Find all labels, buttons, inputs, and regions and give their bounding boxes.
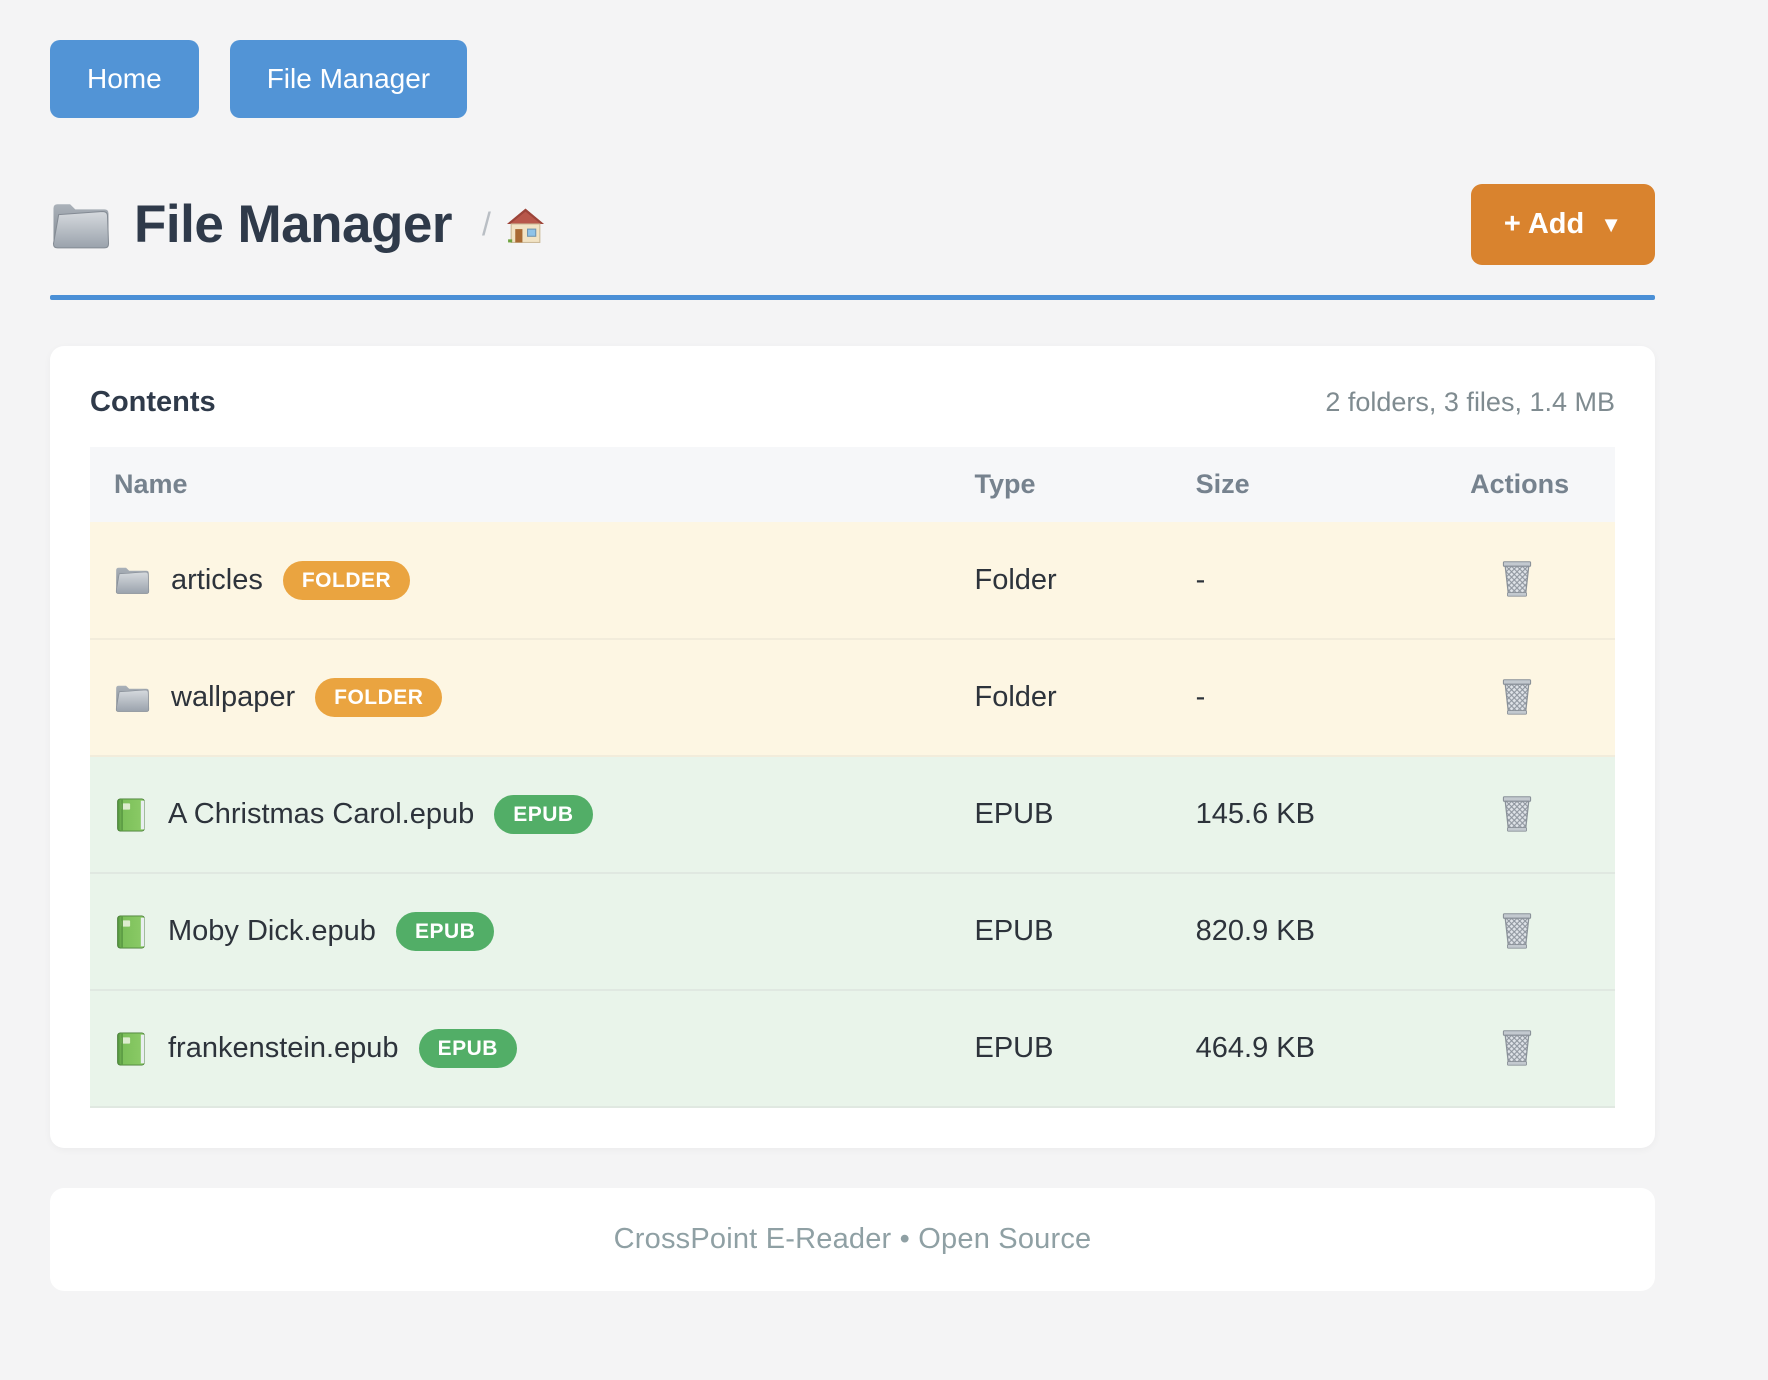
- file-type: Folder: [974, 681, 1057, 713]
- page: Home File Manager File Manager / + Add ▼…: [50, 0, 1655, 1291]
- home-button[interactable]: Home: [50, 40, 199, 118]
- file-name: wallpaper: [171, 681, 296, 713]
- contents-card: Contents 2 folders, 3 files, 1.4 MB Name…: [50, 346, 1655, 1148]
- trash-icon: [1498, 793, 1536, 834]
- trash-icon: [1498, 676, 1536, 717]
- table-row[interactable]: A Christmas Carol.epub EPUB EPUB 145.6 K…: [90, 756, 1615, 873]
- delete-button[interactable]: [1498, 793, 1536, 837]
- footer: CrossPoint E-Reader • Open Source: [50, 1188, 1655, 1291]
- title-divider: [50, 295, 1655, 300]
- file-manager-button[interactable]: File Manager: [229, 40, 468, 118]
- type-badge: FOLDER: [282, 560, 411, 600]
- column-header-type: Type: [974, 447, 1196, 522]
- column-header-size: Size: [1195, 447, 1471, 522]
- table-header-row: Name Type Size Actions: [90, 447, 1615, 522]
- type-badge: EPUB: [395, 912, 495, 951]
- page-title: File Manager: [134, 195, 452, 254]
- file-table: Name Type Size Actions articles FOLDER F…: [90, 447, 1615, 1108]
- add-button-label: + Add: [1503, 208, 1585, 240]
- book-icon: [114, 913, 148, 951]
- table-row[interactable]: frankenstein.epub EPUB EPUB 464.9 KB: [90, 990, 1615, 1107]
- delete-button[interactable]: [1498, 910, 1536, 954]
- book-icon: [114, 1030, 148, 1068]
- type-badge: EPUB: [418, 1029, 517, 1068]
- column-header-name: Name: [90, 447, 975, 522]
- file-type: EPUB: [974, 798, 1054, 830]
- type-badge: EPUB: [494, 795, 593, 834]
- page-header: File Manager / + Add ▼: [50, 184, 1655, 265]
- trash-icon: [1498, 910, 1536, 951]
- delete-button[interactable]: [1498, 676, 1536, 720]
- contents-summary: 2 folders, 3 files, 1.4 MB: [1325, 387, 1615, 417]
- file-type: Folder: [974, 563, 1057, 596]
- trash-icon: [1498, 558, 1536, 599]
- file-size: 820.9 KB: [1195, 915, 1315, 947]
- chevron-down-icon: ▼: [1600, 211, 1622, 237]
- table-row[interactable]: articles FOLDER Folder -: [90, 522, 1615, 639]
- breadcrumb: /: [482, 205, 546, 245]
- file-size: -: [1195, 681, 1206, 713]
- file-size: -: [1195, 563, 1206, 596]
- title-wrap: File Manager: [50, 194, 452, 255]
- book-icon: [114, 796, 148, 834]
- table-body: articles FOLDER Folder - wallpaper: [90, 522, 1615, 1107]
- column-header-actions: Actions: [1470, 447, 1615, 522]
- breadcrumb-separator: /: [481, 206, 491, 242]
- file-size: 145.6 KB: [1195, 798, 1315, 830]
- contents-title: Contents: [90, 386, 216, 418]
- top-nav: Home File Manager: [50, 40, 1655, 118]
- folder-icon: [50, 198, 112, 252]
- file-name: articles: [171, 563, 263, 596]
- folder-icon: [114, 682, 151, 714]
- file-type: EPUB: [974, 1032, 1054, 1064]
- table-row[interactable]: wallpaper FOLDER Folder -: [90, 639, 1615, 756]
- file-size: 464.9 KB: [1195, 1032, 1315, 1064]
- contents-header: Contents 2 folders, 3 files, 1.4 MB: [90, 386, 1615, 419]
- trash-icon: [1498, 1027, 1536, 1068]
- folder-icon: [114, 564, 151, 596]
- add-button[interactable]: + Add ▼: [1470, 184, 1655, 265]
- delete-button[interactable]: [1498, 1027, 1536, 1071]
- type-badge: FOLDER: [315, 678, 443, 717]
- file-type: EPUB: [974, 915, 1054, 947]
- file-name: A Christmas Carol.epub: [168, 798, 475, 830]
- file-name: Moby Dick.epub: [168, 915, 376, 947]
- footer-text: CrossPoint E-Reader • Open Source: [613, 1223, 1092, 1255]
- delete-button[interactable]: [1498, 558, 1536, 602]
- home-icon[interactable]: [505, 205, 546, 245]
- table-row[interactable]: Moby Dick.epub EPUB EPUB 820.9 KB: [90, 873, 1615, 990]
- file-name: frankenstein.epub: [168, 1032, 399, 1064]
